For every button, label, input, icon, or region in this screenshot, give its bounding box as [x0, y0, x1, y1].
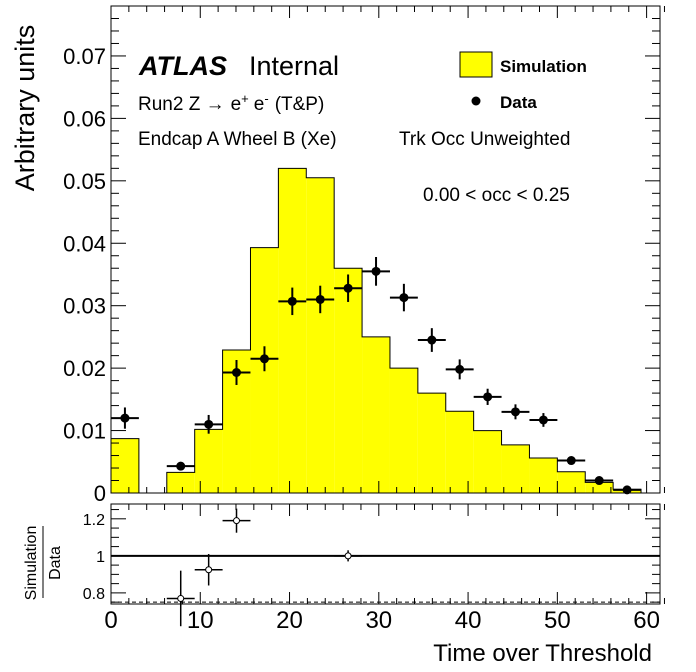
- main-y-tick-label: 0: [94, 481, 106, 506]
- ratio-plot-frame: [110, 503, 661, 605]
- data-point: [120, 413, 130, 423]
- atlas-label: ATLAS: [138, 51, 227, 81]
- ratio-point: [205, 566, 213, 574]
- data-point: [566, 456, 576, 466]
- main-panel: 0 0.01 0.02 0.03 0.04 0.05 0.06 0.07 Arbitrary …: [10, 5, 665, 506]
- ratio-y-tick-labels: 0.8 1 1.2: [83, 512, 105, 603]
- simulation-bin: [473, 430, 502, 493]
- x-tick-label: 0: [104, 607, 117, 634]
- main-y-tick-label: 0.02: [63, 356, 106, 381]
- x-tick-label: 10: [187, 607, 214, 634]
- simulation-bin: [334, 268, 363, 493]
- simulation-bin: [111, 438, 139, 493]
- data-point: [510, 407, 520, 417]
- simulation-bin: [417, 393, 446, 493]
- x-tick-label: 60: [633, 607, 660, 634]
- simulation-bin: [278, 168, 307, 494]
- ratio-y-tick-label: 1.2: [83, 512, 105, 529]
- ratio-axis-ticks: [110, 504, 665, 604]
- ratio-y-label-denominator: Data: [47, 546, 64, 580]
- legend-data-marker: [471, 96, 481, 106]
- data-point: [259, 354, 269, 364]
- x-axis-label: Time over Threshold: [433, 640, 652, 667]
- legend-simulation-label: Simulation: [500, 57, 587, 76]
- main-y-axis-label: Arbitrary units: [10, 25, 40, 192]
- x-tick-label: 30: [365, 607, 392, 634]
- simulation-bin: [194, 429, 223, 493]
- ratio-panel: 0.8 1 1.2 0 10 20 30 40 50 60 Simulation Data Ti…: [23, 503, 665, 667]
- simulation-bin: [166, 472, 195, 493]
- data-point: [176, 461, 186, 471]
- ratio-points: [166, 508, 363, 627]
- x-tick-labels: 0 10 20 30 40 50 60: [104, 607, 660, 634]
- plus-superscript: +: [241, 91, 249, 106]
- data-point: [622, 485, 632, 495]
- tag-and-probe-label: (T&P): [275, 94, 325, 115]
- legend-simulation-swatch: [459, 51, 493, 78]
- ratio-y-tick-label: 1: [96, 549, 105, 566]
- run-prefix: Run2 Z: [138, 94, 206, 115]
- arrow-glyph: →: [206, 94, 225, 115]
- main-y-tick-labels: 0 0.01 0.02 0.03 0.04 0.05 0.06 0.07: [63, 44, 106, 506]
- simulation-bin: [529, 458, 558, 493]
- data-point: [594, 476, 604, 486]
- weighting-label: Trk Occ Unweighted: [399, 129, 570, 150]
- legend-data-label: Data: [500, 93, 537, 112]
- ratio-y-label-numerator: Simulation: [23, 526, 40, 601]
- simulation-bin: [557, 471, 586, 493]
- data-point: [287, 296, 297, 306]
- data-points: [110, 256, 642, 495]
- main-y-tick-label: 0.06: [63, 106, 106, 131]
- ratio-y-tick-label: 0.8: [83, 586, 105, 603]
- x-tick-label: 40: [455, 607, 482, 634]
- ratio-reference-lines: [111, 554, 660, 603]
- main-y-tick-label: 0.01: [63, 419, 106, 444]
- simulation-histogram: [110, 167, 642, 494]
- main-y-tick-label: 0.03: [63, 294, 106, 319]
- data-point: [232, 367, 242, 377]
- main-plot-frame: [110, 5, 661, 494]
- occupancy-range-label: 0.00 < occ < 0.25: [423, 185, 570, 206]
- data-point: [455, 364, 465, 374]
- internal-label: Internal: [249, 51, 339, 81]
- data-point: [399, 293, 409, 303]
- simulation-bin: [306, 177, 335, 493]
- data-point: [483, 392, 493, 402]
- x-tick-label: 50: [544, 607, 571, 634]
- electron-minus: e: [254, 94, 265, 115]
- main-y-tick-label: 0.05: [63, 169, 106, 194]
- simulation-bin: [362, 336, 390, 493]
- data-point: [315, 294, 325, 304]
- run-label: Run2 Z → e+ e- (T&P): [138, 91, 324, 115]
- data-point: [204, 419, 214, 429]
- data-point: [538, 415, 548, 425]
- simulation-bin: [501, 444, 530, 493]
- ratio-point: [344, 552, 352, 560]
- simulation-bin: [389, 368, 418, 493]
- ratio-point: [233, 517, 241, 525]
- simulation-bin: [445, 411, 474, 493]
- data-point: [371, 266, 381, 276]
- main-y-tick-label: 0.07: [63, 44, 106, 69]
- data-point: [343, 283, 353, 293]
- simulation-bin: [585, 482, 614, 493]
- data-point: [427, 335, 437, 345]
- main-y-tick-label: 0.04: [63, 231, 106, 256]
- minus-superscript: -: [264, 91, 268, 106]
- region-label: Endcap A Wheel B (Xe): [138, 129, 337, 150]
- electron-plus: e: [231, 94, 242, 115]
- x-tick-label: 20: [276, 607, 303, 634]
- ratio-point: [177, 594, 185, 602]
